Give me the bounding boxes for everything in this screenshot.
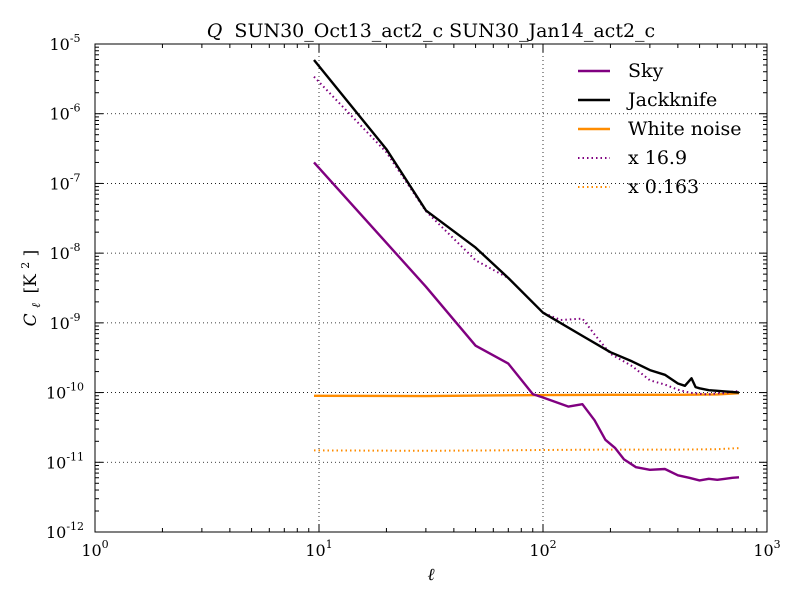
y-tick-label: 10-8 (49, 241, 80, 263)
y-axis-label-sub: ℓ (29, 303, 43, 308)
x-tick-label: 103 (753, 538, 780, 560)
y-tick-label: 10-11 (46, 450, 84, 472)
series-line-jackknife (313, 59, 740, 394)
y-axis-label: C ℓ [K 2 ] (14, 250, 45, 327)
y-tick-base: 10 (49, 35, 69, 54)
x-axis-label: ℓ (427, 565, 434, 585)
y-axis-label-unit: [K (21, 274, 41, 294)
legend-label-jackknife: Jackknife (626, 89, 717, 111)
legend: Sky Jackknife White noise x 16.9 x 0.163 (578, 60, 742, 198)
plot-frame (94, 43, 768, 533)
y-tick-exp: -7 (70, 171, 81, 184)
x-tick-exp: 2 (550, 538, 557, 551)
x-tick-exp: 3 (774, 538, 781, 551)
axis-ticks: 100 101 102 10310-1210-1110-1010-910-810-71… (46, 32, 781, 560)
x-tick-base: 10 (529, 541, 549, 560)
series-layer (313, 59, 740, 482)
x-tick-base: 10 (753, 541, 773, 560)
x-tick-base: 10 (305, 541, 325, 560)
legend-label-white-noise: White noise (628, 118, 742, 140)
y-tick-base: 10 (49, 244, 69, 263)
y-tick-base: 10 (49, 314, 69, 333)
x-tick-label: 100 (81, 538, 108, 560)
x-tick-label: 102 (529, 538, 556, 560)
grid (95, 44, 767, 532)
series-line-x-0-163 (313, 447, 740, 452)
y-axis-label-unit-exp: 2 (19, 262, 32, 269)
y-tick-exp: -9 (70, 311, 81, 324)
series-line-x-16-9 (313, 76, 740, 396)
y-tick-exp: -12 (66, 520, 84, 533)
series-line-white-noise (313, 392, 740, 398)
y-tick-label: 10-10 (46, 381, 84, 403)
x-tick-base: 10 (81, 541, 101, 560)
y-tick-label: 10-5 (49, 32, 80, 54)
legend-label-sky: Sky (628, 60, 664, 82)
x-tick-label: 101 (305, 538, 332, 560)
y-axis-label-unit-close: ] (21, 250, 41, 257)
y-tick-exp: -10 (66, 381, 84, 394)
y-tick-exp: -5 (70, 32, 81, 45)
chart-title: Q SUN30_Oct13_act2_c SUN30_Jan14_act2_c (207, 20, 655, 42)
y-tick-label: 10-7 (49, 171, 80, 193)
y-tick-base: 10 (46, 384, 66, 403)
series-line-sky (313, 161, 740, 482)
title-prefix: Q (207, 20, 223, 42)
y-tick-label: 10-9 (49, 311, 80, 333)
legend-label-x-0-163: x 0.163 (628, 176, 699, 198)
legend-label-x-16-9: x 16.9 (628, 147, 687, 169)
y-tick-exp: -8 (70, 241, 81, 254)
y-tick-base: 10 (49, 105, 69, 124)
title-text: SUN30_Oct13_act2_c SUN30_Jan14_act2_c (234, 20, 655, 42)
y-tick-exp: -6 (70, 102, 81, 115)
x-tick-exp: 1 (326, 538, 333, 551)
y-tick-label: 10-6 (49, 102, 80, 124)
y-tick-exp: -11 (66, 450, 84, 463)
y-tick-base: 10 (49, 174, 69, 193)
y-axis-label-main: C (21, 313, 41, 326)
x-tick-exp: 0 (102, 538, 109, 551)
y-tick-base: 10 (46, 523, 66, 542)
y-tick-label: 10-12 (46, 520, 84, 542)
y-tick-base: 10 (46, 453, 66, 472)
